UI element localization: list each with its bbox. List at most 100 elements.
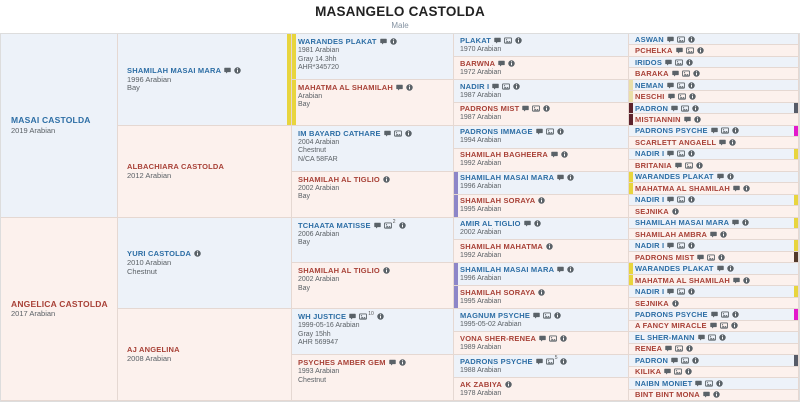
- chat-icon[interactable]: [551, 151, 558, 158]
- info-icon[interactable]: [696, 162, 703, 169]
- horse-name-link[interactable]: NADIR I: [635, 195, 665, 205]
- chat-icon[interactable]: [498, 60, 505, 67]
- horse-name-link[interactable]: ASWAN: [635, 34, 664, 44]
- horse-name-link[interactable]: MISTIANNIN: [635, 115, 681, 125]
- horse-name-link[interactable]: SHAMILAH MASAI MARA: [127, 65, 222, 75]
- photo-icon[interactable]: [681, 70, 690, 77]
- horse-name-link[interactable]: BRITANIA: [635, 160, 672, 170]
- horse-name-link[interactable]: NAIBN MONIET: [635, 378, 693, 388]
- photo-icon[interactable]: [720, 127, 729, 135]
- horse-name-link[interactable]: NESCHI: [635, 92, 665, 102]
- horse-name-link[interactable]: NADIR I: [635, 149, 665, 159]
- photo-icon[interactable]: [677, 150, 686, 157]
- chat-icon[interactable]: [539, 335, 546, 342]
- photo-icon[interactable]: [676, 36, 685, 43]
- photo-icon[interactable]: [504, 37, 512, 44]
- horse-name-link[interactable]: SHAMILAH AL TIGLIO: [298, 266, 380, 276]
- chat-icon[interactable]: [664, 368, 671, 375]
- info-icon[interactable]: [688, 196, 696, 204]
- info-icon[interactable]: [696, 47, 704, 54]
- horse-name-link[interactable]: MAHATMA AL SHAMILAH: [635, 183, 731, 193]
- horse-name-link[interactable]: WARANDES PLAKAT: [635, 264, 714, 274]
- horse-name-link[interactable]: PCHELKA: [635, 46, 673, 56]
- info-icon[interactable]: [513, 82, 521, 90]
- horse-name-link[interactable]: ALBACHIARA CASTOLDA: [127, 161, 225, 171]
- photo-icon[interactable]: [543, 312, 552, 319]
- photo-icon[interactable]: [549, 335, 558, 342]
- chat-icon[interactable]: [710, 322, 717, 329]
- info-icon[interactable]: [688, 150, 696, 158]
- info-icon[interactable]: [687, 81, 695, 89]
- chat-icon[interactable]: [224, 67, 231, 74]
- info-icon[interactable]: [194, 250, 201, 258]
- horse-name-link[interactable]: BINT BINT MONA: [635, 390, 700, 400]
- horse-name-link[interactable]: WH JUSTICE: [298, 312, 347, 322]
- photo-icon[interactable]: [677, 242, 686, 249]
- info-icon[interactable]: [686, 345, 694, 353]
- info-icon[interactable]: [515, 36, 522, 44]
- info-icon[interactable]: [688, 35, 695, 43]
- horse-name-link[interactable]: A FANCY MIRACLE: [635, 321, 707, 331]
- chat-icon[interactable]: [396, 84, 403, 91]
- horse-name-link[interactable]: NEMAN: [635, 80, 664, 90]
- chat-icon[interactable]: [379, 38, 387, 45]
- horse-name-link[interactable]: NADIR I: [460, 81, 490, 91]
- info-icon[interactable]: [719, 334, 726, 341]
- chat-icon[interactable]: [671, 105, 678, 112]
- chat-icon[interactable]: [665, 59, 672, 66]
- chat-icon[interactable]: [667, 93, 675, 100]
- info-icon[interactable]: [398, 359, 406, 366]
- info-icon[interactable]: [398, 221, 406, 229]
- info-icon[interactable]: [377, 313, 384, 320]
- horse-name-link[interactable]: NADIR I: [635, 241, 665, 251]
- photo-icon[interactable]: [707, 254, 716, 261]
- photo-icon[interactable]: [545, 128, 554, 135]
- horse-name-link[interactable]: YURI CASTOLDA: [127, 249, 192, 259]
- info-icon[interactable]: [543, 105, 551, 113]
- horse-name-link[interactable]: PADRONS PSYCHE: [635, 126, 708, 136]
- chat-icon[interactable]: [535, 128, 543, 135]
- horse-name-link[interactable]: MAGNUM PSYCHE: [460, 310, 531, 320]
- horse-name-link[interactable]: PADRONS IMMAGE: [460, 127, 533, 137]
- chat-icon[interactable]: [684, 116, 691, 123]
- photo-icon[interactable]: [677, 196, 686, 203]
- horse-name-link[interactable]: MAHATMA AL SHAMILAH: [635, 275, 731, 285]
- info-icon[interactable]: [688, 288, 696, 295]
- photo-icon[interactable]: [684, 162, 693, 169]
- horse-name-link[interactable]: SHAMILAH MASAI MARA: [460, 265, 555, 275]
- info-icon[interactable]: [672, 208, 679, 215]
- info-icon[interactable]: [560, 335, 567, 342]
- info-icon[interactable]: [672, 299, 679, 307]
- info-icon[interactable]: [692, 104, 699, 112]
- chat-icon[interactable]: [535, 358, 543, 365]
- info-icon[interactable]: [508, 59, 515, 67]
- chat-icon[interactable]: [710, 127, 718, 134]
- horse-name-link[interactable]: PLAKAT: [460, 35, 492, 45]
- horse-name-link[interactable]: ANGELICA CASTOLDA: [11, 298, 108, 309]
- info-icon[interactable]: [404, 130, 412, 137]
- chat-icon[interactable]: [710, 311, 718, 318]
- chat-icon[interactable]: [557, 174, 564, 181]
- horse-name-link[interactable]: NADIR I: [635, 287, 665, 297]
- info-icon[interactable]: [742, 219, 749, 226]
- photo-icon[interactable]: [681, 104, 690, 112]
- horse-name-link[interactable]: KILIKA: [635, 367, 662, 377]
- chat-icon[interactable]: [675, 162, 682, 169]
- horse-name-link[interactable]: MASAI CASTOLDA: [11, 115, 91, 126]
- horse-name-link[interactable]: SHAMILAH AL TIGLIO: [298, 174, 380, 184]
- chat-icon[interactable]: [388, 359, 396, 366]
- info-icon[interactable]: [743, 276, 750, 284]
- chat-icon[interactable]: [695, 380, 703, 387]
- horse-name-link[interactable]: TCHAATA MATISSE: [298, 220, 371, 230]
- photo-icon[interactable]: [720, 311, 729, 318]
- chat-icon[interactable]: [533, 312, 540, 319]
- photo-icon[interactable]: [674, 368, 683, 375]
- photo-icon[interactable]: [383, 221, 392, 229]
- info-icon[interactable]: [694, 116, 701, 123]
- chat-icon[interactable]: [733, 277, 740, 284]
- info-icon[interactable]: [688, 242, 696, 249]
- chat-icon[interactable]: [675, 47, 683, 54]
- chat-icon[interactable]: [667, 36, 674, 43]
- horse-name-link[interactable]: PSYCHES AMBER GEM: [298, 358, 386, 368]
- horse-name-link[interactable]: BARAKA: [635, 69, 669, 79]
